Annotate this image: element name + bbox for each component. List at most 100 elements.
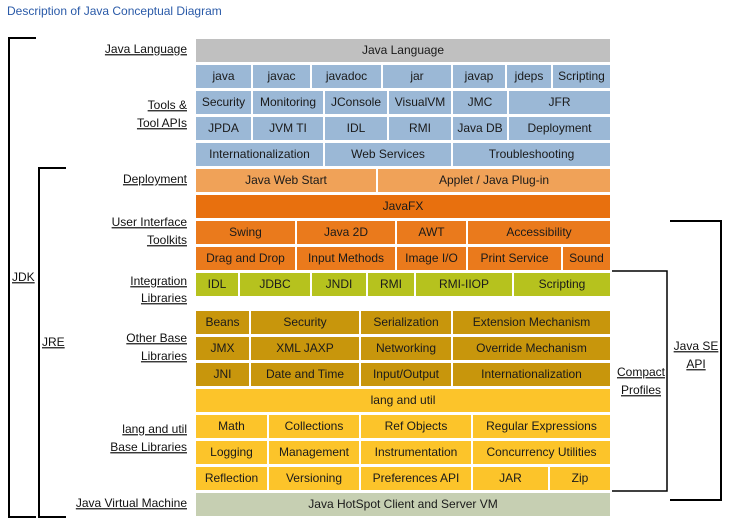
- component-label: Collections: [285, 419, 344, 433]
- component-label: Web Services: [351, 147, 425, 161]
- component-cell: [550, 467, 610, 490]
- component-label: Concurrency Utilities: [486, 445, 596, 459]
- component-label: Troubleshooting: [489, 147, 575, 161]
- layer-label: Libraries: [141, 291, 187, 305]
- component-label: Input/Output: [373, 367, 440, 381]
- component-label: IDL: [347, 121, 366, 135]
- component-label: Management: [279, 445, 350, 459]
- component-cell: [297, 247, 395, 270]
- component-cell: [196, 195, 610, 218]
- component-label: Drag and Drop: [206, 251, 285, 265]
- component-cell: [196, 247, 295, 270]
- component-label: Security: [283, 315, 326, 329]
- component-label: Scripting: [558, 69, 605, 83]
- component-cell: [196, 441, 267, 464]
- se-api-bracket: [670, 220, 722, 501]
- component-label: JConsole: [331, 95, 381, 109]
- component-cell: [251, 337, 359, 360]
- component-label: Reflection: [205, 471, 258, 485]
- compact-label: Profiles: [621, 383, 661, 397]
- component-label: Applet / Java Plug-in: [439, 173, 549, 187]
- component-cell: [507, 65, 551, 88]
- component-cell: [251, 363, 359, 386]
- component-label: Java DB: [457, 121, 502, 135]
- component-cell: [453, 143, 610, 166]
- component-label: JVM TI: [269, 121, 307, 135]
- jdk-bracket: [8, 37, 36, 518]
- component-label: Monitoring: [260, 95, 316, 109]
- component-cell: [325, 91, 387, 114]
- component-label: lang and util: [371, 393, 436, 407]
- component-cell: [240, 273, 310, 296]
- component-label: javadoc: [325, 69, 367, 83]
- component-cell: [297, 221, 395, 244]
- component-label: Input Methods: [308, 251, 384, 265]
- layer-label: Java Language: [105, 42, 187, 56]
- component-cell: [453, 91, 507, 114]
- component-cell: [269, 467, 359, 490]
- compact-label: Compact: [617, 365, 666, 379]
- component-cell: [196, 389, 610, 412]
- se-api-label: Java SE: [674, 339, 719, 353]
- component-cell: [196, 363, 249, 386]
- component-label: javap: [464, 69, 494, 83]
- se-api-label: API: [686, 357, 705, 371]
- layer-label: Tool APIs: [137, 116, 187, 130]
- component-cell: [361, 441, 471, 464]
- component-cell: [312, 273, 366, 296]
- component-label: Deployment: [527, 121, 592, 135]
- component-cell: [453, 65, 505, 88]
- component-cell: [251, 311, 359, 334]
- component-label: JDBC: [259, 277, 291, 291]
- layer-label: Java Virtual Machine: [76, 496, 187, 510]
- component-label: Java Language: [362, 43, 444, 57]
- component-cell: [468, 247, 561, 270]
- component-cell: [253, 91, 323, 114]
- component-label: RMI: [409, 121, 431, 135]
- component-cell: [361, 415, 471, 438]
- component-label: Swing: [229, 225, 262, 239]
- component-label: Sound: [569, 251, 604, 265]
- layer-label: Toolkits: [147, 233, 187, 247]
- component-label: Regular Expressions: [486, 419, 597, 433]
- jdk-label: JDK: [12, 270, 35, 284]
- component-label: Beans: [205, 315, 239, 329]
- component-label: Extension Mechanism: [473, 315, 590, 329]
- component-cell: [453, 311, 610, 334]
- component-label: RMI: [380, 277, 402, 291]
- component-label: JavaFX: [383, 199, 424, 213]
- component-cell: [325, 143, 451, 166]
- layer-label: Base Libraries: [110, 440, 187, 454]
- component-label: Java HotSpot Client and Server VM: [308, 497, 497, 511]
- component-cell: [514, 273, 610, 296]
- component-label: Versioning: [286, 471, 342, 485]
- component-label: Instrumentation: [375, 445, 458, 459]
- component-cell: [253, 65, 310, 88]
- component-label: java: [211, 69, 234, 83]
- component-cell: [389, 117, 451, 140]
- component-cell: [196, 65, 251, 88]
- layer-label: lang and util: [122, 422, 187, 436]
- component-cell: [253, 117, 323, 140]
- component-cell: [196, 273, 238, 296]
- component-label: AWT: [418, 225, 445, 239]
- component-cell: [196, 415, 267, 438]
- layer-label: Other Base: [126, 331, 187, 345]
- component-cell: [361, 311, 451, 334]
- component-cell: [361, 337, 451, 360]
- component-cell: [453, 117, 507, 140]
- component-cell: [196, 221, 295, 244]
- layer-label: User Interface: [112, 215, 188, 229]
- component-label: JMC: [468, 95, 493, 109]
- component-label: Security: [202, 95, 245, 109]
- component-cell: [269, 415, 359, 438]
- component-label: Serialization: [373, 315, 438, 329]
- layer-label: Deployment: [123, 172, 188, 186]
- component-cell: [196, 337, 249, 360]
- jre-label: JRE: [42, 335, 65, 349]
- component-label: JNI: [214, 367, 232, 381]
- component-label: Override Mechanism: [476, 341, 587, 355]
- component-label: Ref Objects: [385, 419, 448, 433]
- component-label: XML JAXP: [276, 341, 334, 355]
